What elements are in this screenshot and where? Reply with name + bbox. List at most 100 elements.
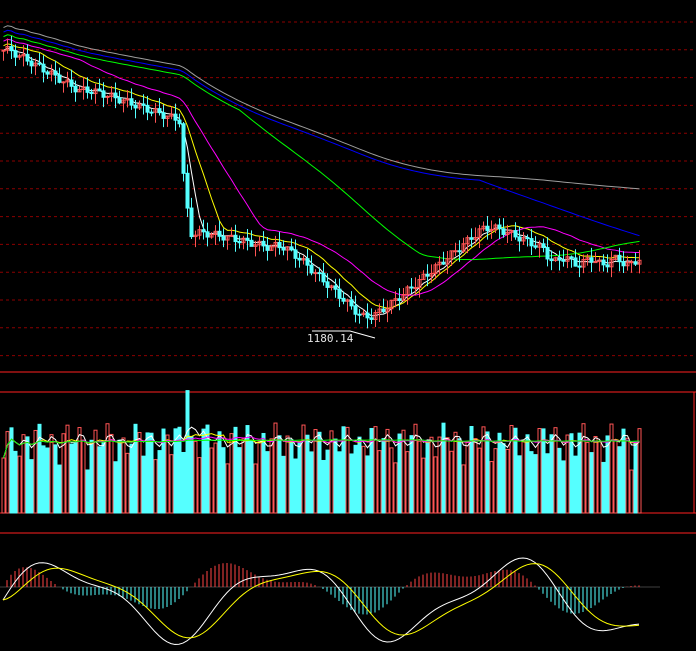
candle-body <box>589 257 594 263</box>
candle-body <box>341 297 346 302</box>
volume-bar <box>329 430 334 514</box>
volume-bar <box>249 439 254 514</box>
volume-bar <box>461 464 466 514</box>
volume-bar <box>529 451 534 514</box>
volume-bar <box>361 445 366 514</box>
candle-body <box>481 225 486 230</box>
volume-bar <box>61 433 66 514</box>
candle-body <box>145 104 150 113</box>
volume-bar <box>349 453 354 514</box>
candle-body <box>329 285 334 288</box>
candle-body <box>33 62 38 67</box>
macd-lines <box>2 557 640 645</box>
volume-bar <box>509 424 514 514</box>
volume-bar <box>273 422 278 514</box>
volume-bar <box>105 423 110 514</box>
volume-bar <box>17 455 22 514</box>
candle-body <box>349 299 354 307</box>
candle-body <box>233 234 238 243</box>
candle-body <box>125 98 130 101</box>
volume-bar <box>537 428 542 514</box>
volume-bar <box>625 437 630 514</box>
candle-body <box>193 234 198 238</box>
volume-bar <box>545 453 550 514</box>
candle-body <box>325 281 330 288</box>
candle-body <box>445 258 450 265</box>
volume-bar <box>429 436 434 514</box>
volume-bar <box>149 432 154 514</box>
candle-body <box>221 235 226 241</box>
candlesticks <box>1 36 642 329</box>
candle-body <box>129 98 134 106</box>
volume-bar <box>137 432 142 514</box>
candle-body <box>525 237 530 240</box>
candle-body <box>477 228 482 239</box>
volume-bar <box>569 433 574 514</box>
volume-bar <box>477 447 482 514</box>
candle-body <box>393 298 398 301</box>
candle-body <box>245 237 250 241</box>
volume-bar <box>317 431 322 514</box>
volume-bar <box>389 447 394 514</box>
volume-bar <box>565 434 570 514</box>
candle-body <box>557 257 562 261</box>
candle-body <box>161 112 166 119</box>
candle-body <box>93 88 98 95</box>
candle-body <box>257 240 262 246</box>
volume-bar <box>81 439 86 514</box>
candle-body <box>69 79 74 87</box>
candle-body <box>413 287 418 290</box>
candle-body <box>165 115 170 119</box>
candle-body <box>169 113 174 117</box>
candle-body <box>285 246 290 251</box>
candle-body <box>581 258 586 268</box>
candle-body <box>505 231 510 235</box>
candle-body <box>121 99 126 104</box>
candle-body <box>309 264 314 274</box>
volume-bar <box>433 456 438 514</box>
candle-body <box>637 259 642 265</box>
candle-body <box>389 299 394 310</box>
candle-body <box>381 308 386 313</box>
ma-line-6 <box>3 25 640 190</box>
volume-bar <box>609 423 614 514</box>
volume-bar <box>33 429 38 514</box>
candle-body <box>353 305 358 315</box>
ma-line-4 <box>3 34 640 261</box>
candle-body <box>293 249 298 259</box>
volume-bar <box>377 450 382 514</box>
candle-body <box>633 261 638 265</box>
candle-body <box>41 63 46 73</box>
volume-bar <box>469 426 474 514</box>
volume-bar <box>445 437 450 514</box>
candle-body <box>485 225 490 232</box>
candle-body <box>385 308 390 313</box>
volume-bar <box>73 442 78 514</box>
low-callout-line <box>312 330 376 339</box>
volume-bar <box>209 447 214 514</box>
candle-body <box>621 261 626 267</box>
volume-bar <box>309 451 314 514</box>
volume-bar <box>237 447 242 514</box>
volume-bar <box>517 455 522 514</box>
candle-body <box>73 85 78 93</box>
candle-body <box>397 298 402 301</box>
volume-bar <box>549 434 554 514</box>
volume-bar <box>393 462 398 514</box>
volume-bar <box>561 460 566 514</box>
candle-body <box>81 86 86 90</box>
candle-body <box>301 258 306 261</box>
volume-bar <box>29 459 34 514</box>
volume-bar <box>385 428 390 514</box>
volume-bar <box>441 422 446 514</box>
volume-bar <box>581 423 586 514</box>
volume-bar <box>369 427 374 514</box>
candle-body <box>21 53 26 57</box>
volume-bar <box>425 439 430 514</box>
volume-bar <box>593 436 598 514</box>
volume-bar <box>421 457 426 514</box>
volume-bar <box>589 452 594 514</box>
candle-body <box>573 257 578 267</box>
candle-body <box>545 247 550 260</box>
candle-body <box>537 243 542 248</box>
